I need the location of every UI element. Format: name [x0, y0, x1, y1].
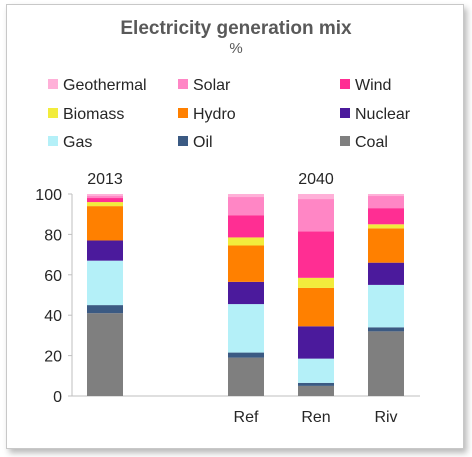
legend-label-gas: Gas	[63, 134, 92, 151]
chart-title: Electricity generation mix	[120, 18, 352, 39]
bar-base-year-coal	[87, 313, 123, 396]
bar-riv-oil	[368, 327, 404, 332]
bar-riv-gas	[368, 284, 404, 328]
legend-swatch-nuclear	[340, 108, 350, 118]
bar-ref-wind	[228, 215, 264, 238]
legend-swatch-oil	[178, 136, 188, 146]
bar-base-year-solar	[87, 196, 123, 199]
bar-ref-coal	[228, 357, 264, 396]
y-tick-label-100: 100	[35, 187, 62, 204]
bar-ren-hydro	[298, 287, 334, 327]
bar-base-year-geothermal	[87, 194, 123, 197]
x-tick-label-riv: Riv	[374, 409, 397, 426]
bar-riv-solar	[368, 196, 404, 209]
y-tick-label-0: 0	[53, 389, 62, 406]
x-tick-label-ref: Ref	[234, 409, 259, 426]
y-tick-label-80: 80	[44, 227, 62, 244]
bar-base-year-wind	[87, 198, 123, 203]
legend-swatch-wind	[340, 79, 350, 89]
legend-swatch-biomass	[48, 108, 58, 118]
bar-ref-biomass	[228, 237, 264, 246]
labels: Ref Ren Riv 2013 2040	[87, 171, 397, 426]
y-tick-label-20: 20	[44, 349, 62, 366]
bar-ren-biomass	[298, 277, 334, 288]
bar-ren-nuclear	[298, 326, 334, 359]
bar-base-year-hydro	[87, 206, 123, 241]
bar-ref-oil	[228, 352, 264, 358]
legend-label-solar: Solar	[193, 77, 231, 94]
chart-subtitle: %	[229, 40, 242, 57]
bar-riv-hydro	[368, 228, 404, 263]
bars	[87, 194, 404, 396]
bar-ren-gas	[298, 358, 334, 383]
bar-ren-wind	[298, 231, 334, 278]
bar-base-year-gas	[87, 260, 123, 306]
bar-ren-geothermal	[298, 194, 334, 200]
bar-ref-nuclear	[228, 281, 264, 305]
y-tick-label-40: 40	[44, 308, 62, 325]
legend-label-nuclear: Nuclear	[355, 106, 411, 123]
legend-label-oil: Oil	[193, 134, 213, 151]
bar-base-year-nuclear	[87, 240, 123, 261]
bar-ren-coal	[298, 385, 334, 396]
legend-label-hydro: Hydro	[193, 106, 236, 123]
legend-swatch-hydro	[178, 108, 188, 118]
bar-riv-geothermal	[368, 194, 404, 197]
legend-label-biomass: Biomass	[63, 106, 124, 123]
bar-ref-geothermal	[228, 194, 264, 198]
legend-swatch-coal	[340, 136, 350, 146]
bar-base-year-oil	[87, 305, 123, 314]
bar-riv-biomass	[368, 224, 404, 229]
legend-label-wind: Wind	[355, 77, 391, 94]
legend-swatch-solar	[178, 79, 188, 89]
bar-riv-coal	[368, 331, 404, 396]
bar-ref-hydro	[228, 245, 264, 282]
bar-ren-oil	[298, 382, 334, 386]
legend-swatch-gas	[48, 136, 58, 146]
legend: Geothermal Solar Wind Biomass Hydro Nuclear Ga…	[48, 77, 411, 151]
bar-ref-gas	[228, 304, 264, 353]
y-axis: 0 20 40 60 80 100	[35, 187, 420, 406]
x-tick-label-ren: Ren	[301, 409, 330, 426]
bar-riv-nuclear	[368, 262, 404, 285]
bar-base-year-biomass	[87, 202, 123, 207]
group-label-2040: 2040	[298, 171, 334, 188]
bar-ren-solar	[298, 199, 334, 232]
legend-swatch-geothermal	[48, 79, 58, 89]
bar-ref-solar	[228, 197, 264, 216]
legend-label-geothermal: Geothermal	[63, 77, 147, 94]
bar-riv-wind	[368, 208, 404, 225]
group-label-2013: 2013	[87, 171, 123, 188]
legend-label-coal: Coal	[355, 134, 388, 151]
y-tick-label-60: 60	[44, 268, 62, 285]
